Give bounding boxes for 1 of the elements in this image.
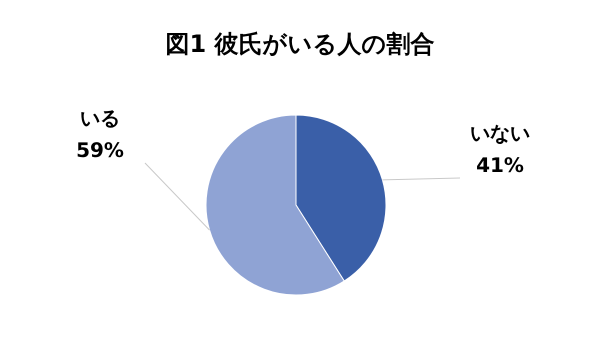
title: 図1 彼氏がいる人の割合 (165, 30, 435, 58)
